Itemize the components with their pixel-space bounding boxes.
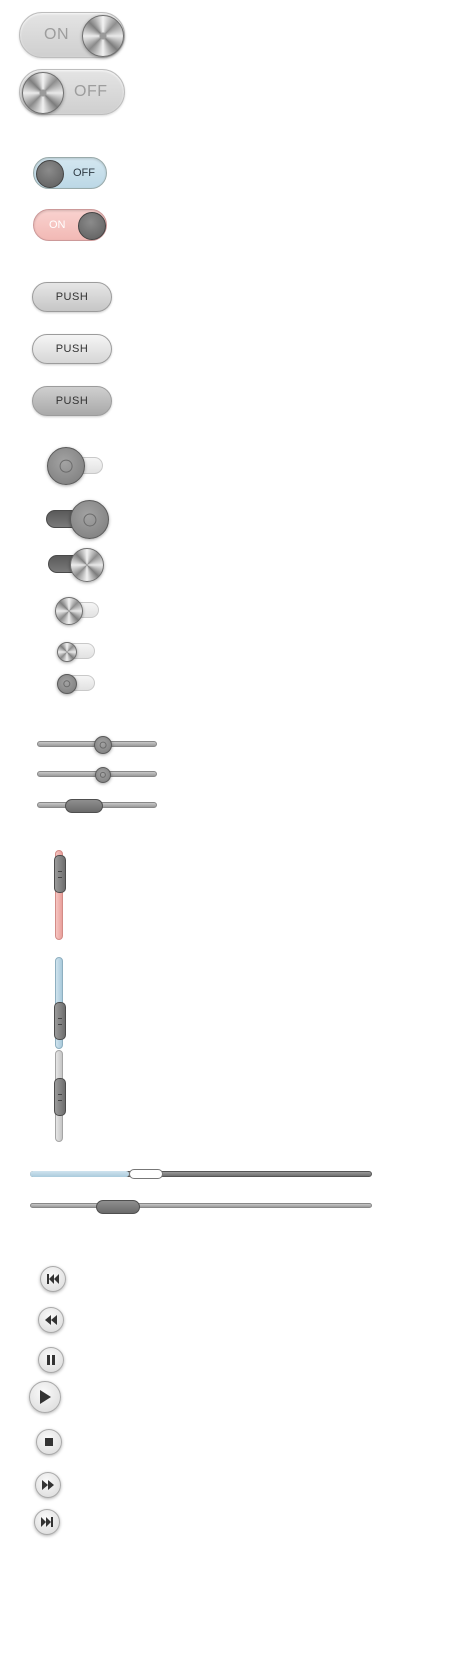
- skip-previous-icon: [47, 1274, 59, 1284]
- slider-thumb[interactable]: [95, 767, 111, 783]
- vertical-slider[interactable]: [53, 1050, 66, 1142]
- vertical-slider[interactable]: [53, 957, 66, 1049]
- toggle-knob[interactable]: [82, 15, 124, 57]
- scrub-rail: [30, 1203, 372, 1208]
- knob-toggle-off-metal[interactable]: [55, 597, 101, 625]
- progress-position-marker[interactable]: [129, 1169, 163, 1179]
- big-toggle-off[interactable]: OFF: [19, 69, 125, 115]
- scrub-thumb[interactable]: [96, 1200, 140, 1214]
- toggle-knob[interactable]: [70, 500, 109, 539]
- push-button[interactable]: PUSH: [32, 334, 112, 364]
- slider-rail: [55, 850, 63, 940]
- horizontal-slider[interactable]: [37, 734, 157, 754]
- skip-next-button[interactable]: [34, 1509, 60, 1535]
- toggle-knob[interactable]: [57, 642, 77, 662]
- knob-toggle-off-small-metal[interactable]: [57, 642, 97, 662]
- skip-next-icon: [41, 1517, 53, 1527]
- big-toggle-on[interactable]: ON: [19, 12, 125, 58]
- toggle-off-label: OFF: [74, 83, 108, 100]
- fast-forward-button[interactable]: [35, 1472, 61, 1498]
- horizontal-slider[interactable]: [37, 765, 157, 783]
- toggle-knob[interactable]: [70, 548, 104, 582]
- toggle-knob[interactable]: [78, 212, 106, 240]
- rewind-icon: [45, 1315, 57, 1325]
- slider-thumb[interactable]: [65, 799, 103, 813]
- slider-thumb[interactable]: [54, 855, 66, 893]
- slider-thumb[interactable]: [94, 736, 112, 754]
- pause-icon: [47, 1355, 55, 1365]
- play-button[interactable]: [29, 1381, 61, 1413]
- pause-button[interactable]: [38, 1347, 64, 1373]
- fast-forward-icon: [42, 1480, 54, 1490]
- progress-buffered-fill: [30, 1171, 129, 1177]
- progress-bar[interactable]: [30, 1168, 372, 1180]
- toggle-knob[interactable]: [57, 674, 77, 694]
- skip-previous-button[interactable]: [40, 1266, 66, 1292]
- horizontal-slider[interactable]: [37, 797, 157, 813]
- stop-icon: [45, 1438, 53, 1446]
- slider-thumb[interactable]: [54, 1002, 66, 1040]
- stop-button[interactable]: [36, 1429, 62, 1455]
- knob-toggle-on-metal[interactable]: [48, 548, 104, 582]
- scrub-bar[interactable]: [30, 1199, 372, 1214]
- toggle-knob[interactable]: [47, 447, 85, 485]
- vertical-slider[interactable]: [53, 850, 66, 940]
- rewind-button[interactable]: [38, 1307, 64, 1333]
- toggle-knob[interactable]: [22, 72, 64, 114]
- toggle-knob[interactable]: [36, 160, 64, 188]
- knob-toggle-off-small[interactable]: [57, 674, 97, 694]
- toggle-on-label: ON: [49, 219, 66, 231]
- slider-thumb[interactable]: [54, 1078, 66, 1116]
- color-toggle-off[interactable]: OFF: [33, 157, 107, 189]
- color-toggle-on[interactable]: ON: [33, 209, 107, 241]
- knob-toggle-on-large[interactable]: [46, 500, 109, 539]
- play-icon: [40, 1390, 51, 1404]
- toggle-on-label: ON: [44, 26, 69, 43]
- push-button[interactable]: PUSH: [32, 282, 112, 312]
- push-button[interactable]: PUSH: [32, 386, 112, 416]
- toggle-off-label: OFF: [73, 167, 95, 179]
- toggle-knob[interactable]: [55, 597, 83, 625]
- knob-toggle-off-large[interactable]: [47, 447, 105, 485]
